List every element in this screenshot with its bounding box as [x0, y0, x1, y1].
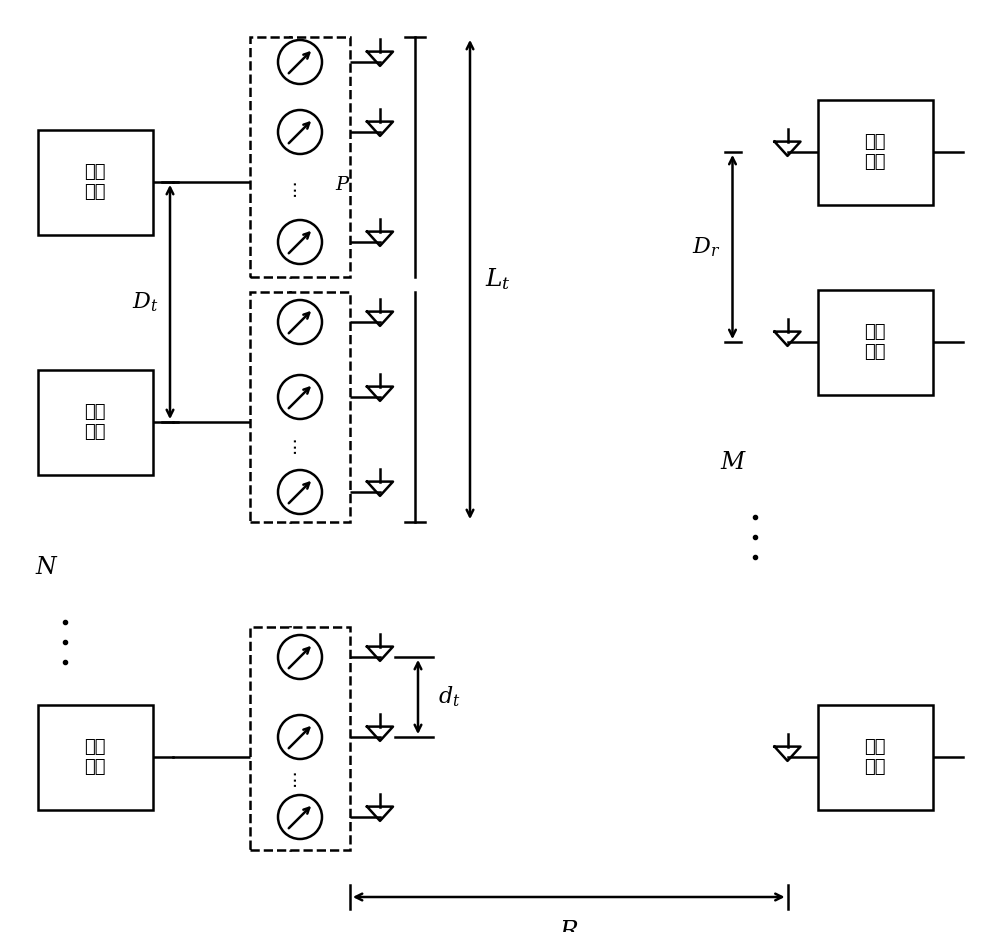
Bar [38, 130, 152, 235]
Text: 射频
链路: 射频 链路 [84, 162, 106, 201]
Bar [818, 705, 932, 810]
Text: $N$: $N$ [35, 555, 59, 579]
Text: 射频
链路: 射频 链路 [864, 737, 886, 776]
Text: 射频
链路: 射频 链路 [84, 737, 106, 776]
Text: $D_t$: $D_t$ [132, 290, 158, 314]
Bar [250, 37, 350, 277]
Text: 射频
链路: 射频 链路 [864, 132, 886, 171]
Text: 射频
链路: 射频 链路 [84, 403, 106, 442]
Text: 射频
链路: 射频 链路 [864, 322, 886, 362]
Bar [818, 290, 932, 394]
Text: $d_t$: $d_t$ [438, 685, 460, 709]
Text: $R$: $R$ [559, 919, 579, 932]
Bar [38, 705, 152, 810]
Text: ···: ··· [286, 178, 304, 197]
Text: $M$: $M$ [720, 450, 747, 474]
Bar [38, 369, 152, 474]
Text: ···: ··· [286, 434, 304, 453]
Text: $L_t$: $L_t$ [485, 267, 511, 293]
Text: $D_r$: $D_r$ [692, 235, 720, 259]
Text: $P$: $P$ [335, 174, 351, 194]
Bar [818, 100, 932, 204]
Bar [250, 292, 350, 522]
Bar [250, 627, 350, 850]
Text: ···: ··· [286, 768, 304, 787]
